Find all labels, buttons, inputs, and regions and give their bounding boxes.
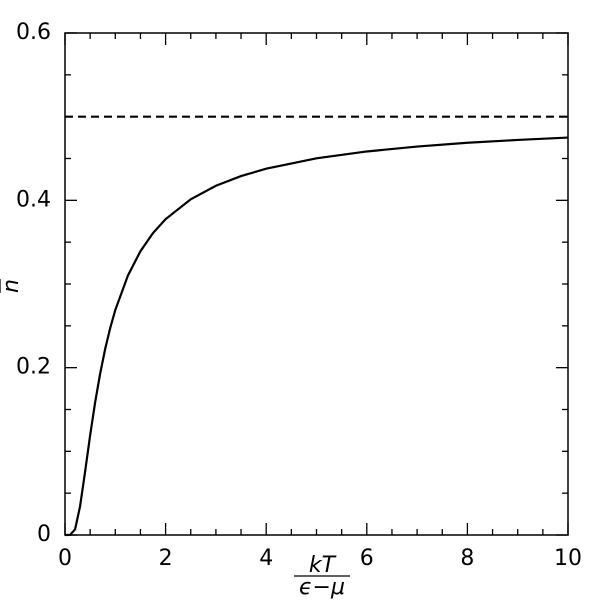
x-label-numerator: kT [309,553,337,578]
x-tick-label: 0 [58,546,72,571]
y-tick-label: 0.4 [16,187,51,212]
x-tick-label: 10 [554,546,582,571]
x-tick-label: 2 [159,546,173,571]
plot-frame [64,32,569,536]
y-tick-label: 0 [37,522,51,547]
y-tick-label: 0.2 [16,355,51,380]
curve [64,136,569,537]
x-tick-label: 4 [259,546,273,571]
y-tick-label: 0.6 [16,20,51,45]
y-axis-label: n [0,279,24,293]
x-tick-label: 6 [360,546,374,571]
x-tick-label: 8 [460,546,474,571]
x-axis-label: kT ϵ−μ [294,553,350,600]
x-label-denominator: ϵ−μ [299,575,345,600]
y-label: n [0,279,24,293]
